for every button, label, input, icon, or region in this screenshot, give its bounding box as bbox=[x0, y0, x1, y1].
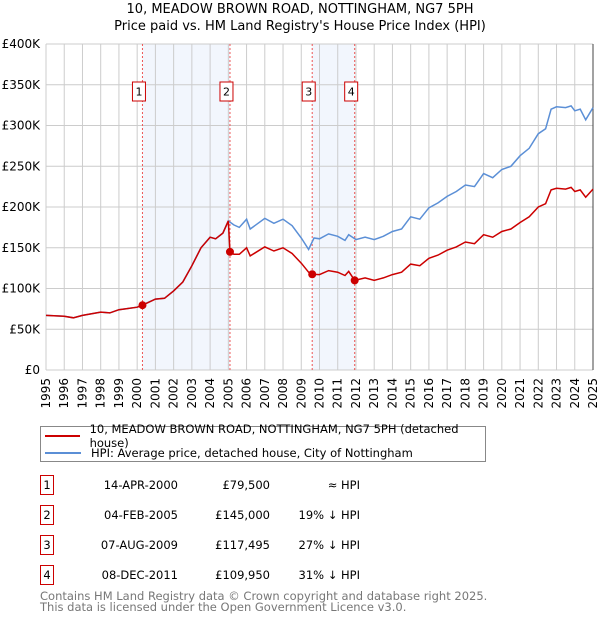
legend-swatch-red bbox=[45, 435, 80, 437]
sale-number-badge: 2 bbox=[40, 505, 54, 525]
x-tick-label: 2024 bbox=[568, 378, 582, 409]
sale-box-label: 1 bbox=[135, 86, 142, 99]
x-tick-label: 2012 bbox=[349, 378, 363, 409]
sale-number-badge: 3 bbox=[40, 535, 54, 555]
x-tick-label: 2009 bbox=[294, 378, 308, 409]
x-tick-label: 2015 bbox=[404, 378, 418, 409]
sale-point bbox=[225, 247, 234, 256]
x-tick-label: 2020 bbox=[495, 378, 509, 409]
y-tick-label: £0 bbox=[25, 363, 40, 377]
sale-date: 08-DEC-2011 bbox=[101, 568, 178, 582]
sale-date: 14-APR-2000 bbox=[103, 478, 178, 492]
x-tick-label: 2019 bbox=[477, 378, 491, 409]
sale-date: 07-AUG-2009 bbox=[100, 538, 178, 552]
x-tick-label: 2023 bbox=[550, 378, 564, 409]
sale-box-border bbox=[344, 81, 359, 102]
footer-copyright: Contains HM Land Registry data © Crown c… bbox=[40, 589, 488, 603]
x-tick-label: 1999 bbox=[112, 378, 126, 409]
x-tick-label: 2010 bbox=[313, 378, 327, 409]
footer-licence: This data is licensed under the Open Gov… bbox=[40, 600, 407, 614]
table-row: 1 14-APR-2000 £79,500 ≈ HPI bbox=[40, 475, 440, 495]
sale-price: £117,495 bbox=[215, 538, 270, 552]
x-tick-label: 2011 bbox=[331, 378, 345, 409]
x-tick-label: 2017 bbox=[440, 378, 454, 409]
x-tick-label: 2003 bbox=[185, 378, 199, 409]
sale-box-border bbox=[219, 81, 234, 102]
x-tick-label: 2000 bbox=[130, 378, 144, 409]
sale-number-box: 4 bbox=[344, 81, 359, 102]
x-tick-label: 1997 bbox=[75, 378, 89, 409]
x-tick-label: 2025 bbox=[586, 378, 600, 409]
y-tick-label: £250K bbox=[2, 159, 42, 173]
price-paid-series-line bbox=[45, 186, 594, 319]
y-tick-label: £400K bbox=[2, 37, 42, 51]
x-tick-label: 1995 bbox=[39, 378, 53, 409]
x-tick-label: 2004 bbox=[203, 378, 217, 409]
x-tick-label: 2007 bbox=[258, 378, 272, 409]
sale-box-border bbox=[301, 81, 316, 102]
legend-label: HPI: Average price, detached house, City… bbox=[91, 446, 413, 460]
x-tick-label: 2006 bbox=[240, 378, 254, 409]
chart-subtitle: Price paid vs. HM Land Registry's House … bbox=[114, 19, 486, 34]
sale-box-label: 4 bbox=[348, 86, 355, 99]
x-tick-label: 2021 bbox=[513, 378, 527, 409]
sale-box-border bbox=[131, 81, 146, 102]
sale-price: £145,000 bbox=[215, 508, 270, 522]
sale-number-box: 1 bbox=[131, 81, 146, 102]
chart-title: 10, MEADOW BROWN ROAD, NOTTINGHAM, NG7 5… bbox=[126, 2, 474, 17]
price-chart: 1995 1996 1997 1998 1999 2000 2001 2002 2003 2004… bbox=[2, 37, 600, 409]
legend: 10, MEADOW BROWN ROAD, NOTTINGHAM, NG7 5… bbox=[40, 422, 486, 462]
y-tick-label: £150K bbox=[2, 241, 42, 255]
sale-box-label: 2 bbox=[223, 86, 230, 99]
sale-number-badge: 4 bbox=[40, 565, 54, 585]
hpi-comparison: 27% ↓ HPI bbox=[298, 538, 360, 552]
y-tick-label: £350K bbox=[2, 78, 42, 92]
y-tick-label: £200K bbox=[2, 200, 42, 214]
sale-price: £79,500 bbox=[222, 478, 270, 492]
x-tick-label: 1998 bbox=[94, 378, 108, 409]
x-tick-label: 2013 bbox=[367, 378, 381, 409]
y-tick-label: £100K bbox=[2, 282, 42, 296]
hpi-comparison: 19% ↓ HPI bbox=[298, 508, 360, 522]
sale-number-badge: 1 bbox=[40, 475, 54, 495]
sale-number-box: 2 bbox=[219, 81, 234, 102]
table-row: 3 07-AUG-2009 £117,495 27% ↓ HPI bbox=[40, 535, 440, 555]
x-tick-label: 2022 bbox=[531, 378, 545, 409]
legend-swatch-blue bbox=[45, 452, 81, 454]
sale-point bbox=[350, 276, 359, 285]
sale-point bbox=[308, 270, 317, 279]
y-tick-label: £50K bbox=[9, 322, 41, 336]
sale-number-box: 3 bbox=[301, 81, 316, 102]
sale-box-label: 3 bbox=[305, 86, 312, 99]
hpi-comparison: ≈ HPI bbox=[327, 478, 360, 492]
table-row: 4 08-DEC-2011 £109,950 31% ↓ HPI bbox=[40, 565, 440, 585]
legend-label: 10, MEADOW BROWN ROAD, NOTTINGHAM, NG7 5… bbox=[89, 422, 459, 450]
x-tick-label: 2001 bbox=[148, 378, 162, 409]
x-tick-label: 2008 bbox=[276, 378, 290, 409]
x-tick-label: 2016 bbox=[422, 378, 436, 409]
x-tick-label: 2014 bbox=[385, 378, 399, 409]
sale-point bbox=[138, 301, 147, 310]
x-tick-label: 2002 bbox=[167, 378, 181, 409]
x-tick-label: 2018 bbox=[458, 378, 472, 409]
y-tick-label: £300K bbox=[2, 119, 42, 133]
sale-price: £109,950 bbox=[215, 568, 270, 582]
x-tick-label: 2005 bbox=[221, 378, 235, 409]
x-tick-label: 1996 bbox=[57, 378, 71, 409]
legend-item-property: 10, MEADOW BROWN ROAD, NOTTINGHAM, NG7 5… bbox=[45, 422, 485, 450]
table-row: 2 04-FEB-2005 £145,000 19% ↓ HPI bbox=[40, 505, 440, 525]
sale-date: 04-FEB-2005 bbox=[104, 508, 178, 522]
legend-item-hpi: HPI: Average price, detached house, City… bbox=[45, 445, 413, 461]
hpi-comparison: 31% ↓ HPI bbox=[298, 568, 360, 582]
